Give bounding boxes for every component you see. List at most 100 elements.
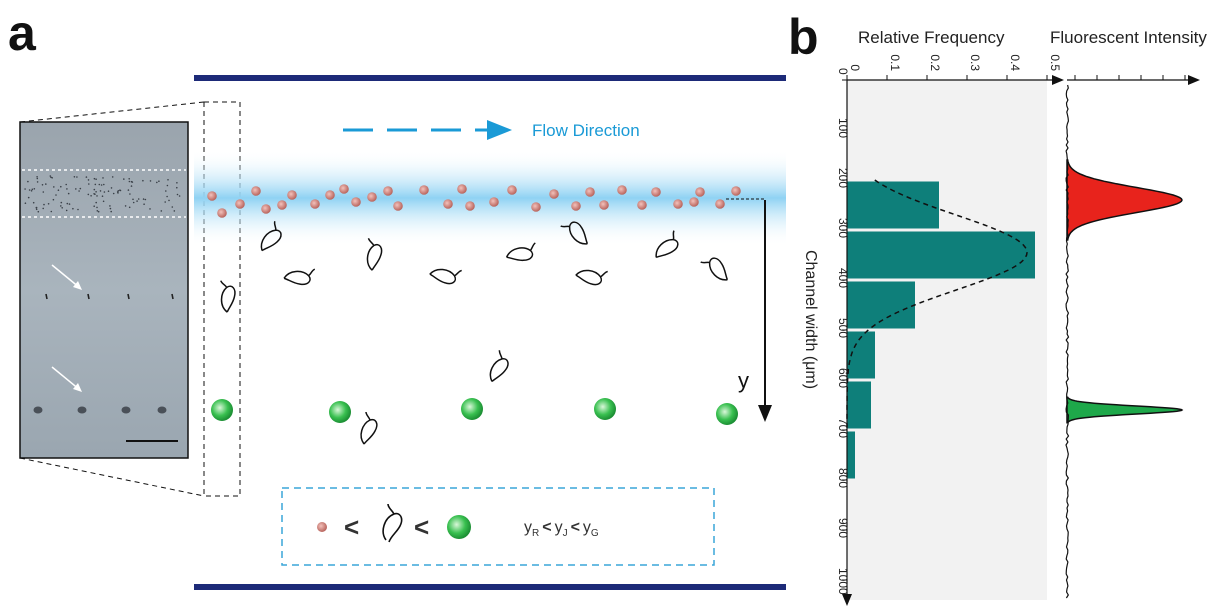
mic-speckle [143,203,145,205]
mic-speckle [117,192,119,194]
mic-speckle [166,184,169,187]
mic-speckle [95,201,97,204]
mic-speckle [102,200,105,203]
mic-speckle [60,185,62,188]
mic-speckle [65,209,68,212]
y-tick-label: 200 [836,168,850,188]
mic-speckle [60,205,62,207]
mic-speckle [97,210,100,213]
mic-speckle [93,205,95,207]
red-particle [325,190,335,200]
mic-speckle [94,183,97,186]
red-particle [443,199,453,209]
mic-speckle [47,203,50,205]
channel-wall-bottom [194,584,786,590]
green-particles [211,398,738,425]
j-particle-shape [283,268,316,286]
fi-axis-arrowhead [1188,75,1200,85]
flow-direction-arrow [343,120,512,140]
mic-speckle [42,207,44,210]
legend-less-than-2: < [414,512,429,542]
mic-speckle [61,207,63,209]
mic-speckle [68,203,71,205]
red-particles [207,184,741,218]
panel-a-label: a [8,5,36,61]
mic-speckle [164,201,166,203]
red-particle [287,190,297,200]
mic-speckle [42,191,45,193]
y-tick-label: 700 [836,418,850,438]
red-particle [261,204,271,214]
mic-speckle [35,208,38,211]
fluorescence-green-peak [1066,396,1184,424]
j-particle-shape [700,257,729,281]
mic-speckle [67,192,70,195]
micrograph-particles [24,175,181,414]
green-particle [211,399,233,421]
mic-speckle [45,183,47,185]
j-particle [655,230,679,259]
mic-speckle [128,180,131,183]
mic-speckle [103,183,105,186]
mic-green-particle [157,406,167,414]
mic-speckle [65,183,67,186]
mic-speckle [168,199,170,202]
mic-speckle [128,206,131,209]
j-particle-shape [429,268,462,285]
fluorescence-baseline [1065,84,1070,599]
eq-y-j: y [555,519,563,536]
eq-sub-j: J [563,528,568,539]
mic-speckle [166,195,168,198]
mic-speckle [53,186,55,188]
fi-ticks [1074,75,1186,80]
red-particle [217,208,227,218]
mic-speckle [129,193,131,195]
eq-y-r: y [524,519,532,536]
x-tick-label: 0.5 [1048,54,1062,71]
red-particle [651,187,661,197]
mic-speckle [88,183,90,185]
mic-speckle [95,178,97,180]
mic-speckle [77,208,79,211]
zoom-line-top [19,101,205,123]
mic-speckle [87,179,90,181]
mic-speckle [55,194,57,196]
mic-speckle [90,195,92,197]
mic-speckle [95,191,97,193]
red-particle [715,199,725,209]
flow-direction-label: Flow Direction [532,121,640,140]
mic-j-particle [87,293,90,300]
mic-speckle [76,176,78,178]
red-particle [585,187,595,197]
mic-green-particle [121,406,131,414]
eq-sub-g: G [591,528,599,539]
j-particle-shape [655,230,679,259]
red-particle [367,192,377,202]
legend-j-particle [382,503,403,543]
channel-wall-top [194,75,786,81]
y-axis-arrowhead-b [842,594,852,606]
mic-speckle [37,210,40,213]
mic-speckle [36,176,38,178]
y-tick-label: 900 [836,518,850,538]
red-particle [507,185,517,195]
white-arrow-2 [51,366,81,391]
mic-speckle [111,176,114,178]
j-shaped-particles [220,220,729,445]
y-tick-label: 800 [836,468,850,488]
mic-speckle [156,181,158,184]
red-particle [207,191,217,201]
mic-speckle [60,201,63,204]
mic-speckle [79,187,82,190]
mic-speckle [27,196,30,199]
mic-speckle [51,177,53,179]
mic-speckle [85,176,88,178]
mic-j-particle [171,293,174,300]
zoom-line-bottom [19,457,205,497]
red-particle [695,187,705,197]
red-particle [457,184,467,194]
mic-speckle [142,198,145,200]
mic-speckle [110,210,112,213]
j-particle-shape [489,350,509,383]
